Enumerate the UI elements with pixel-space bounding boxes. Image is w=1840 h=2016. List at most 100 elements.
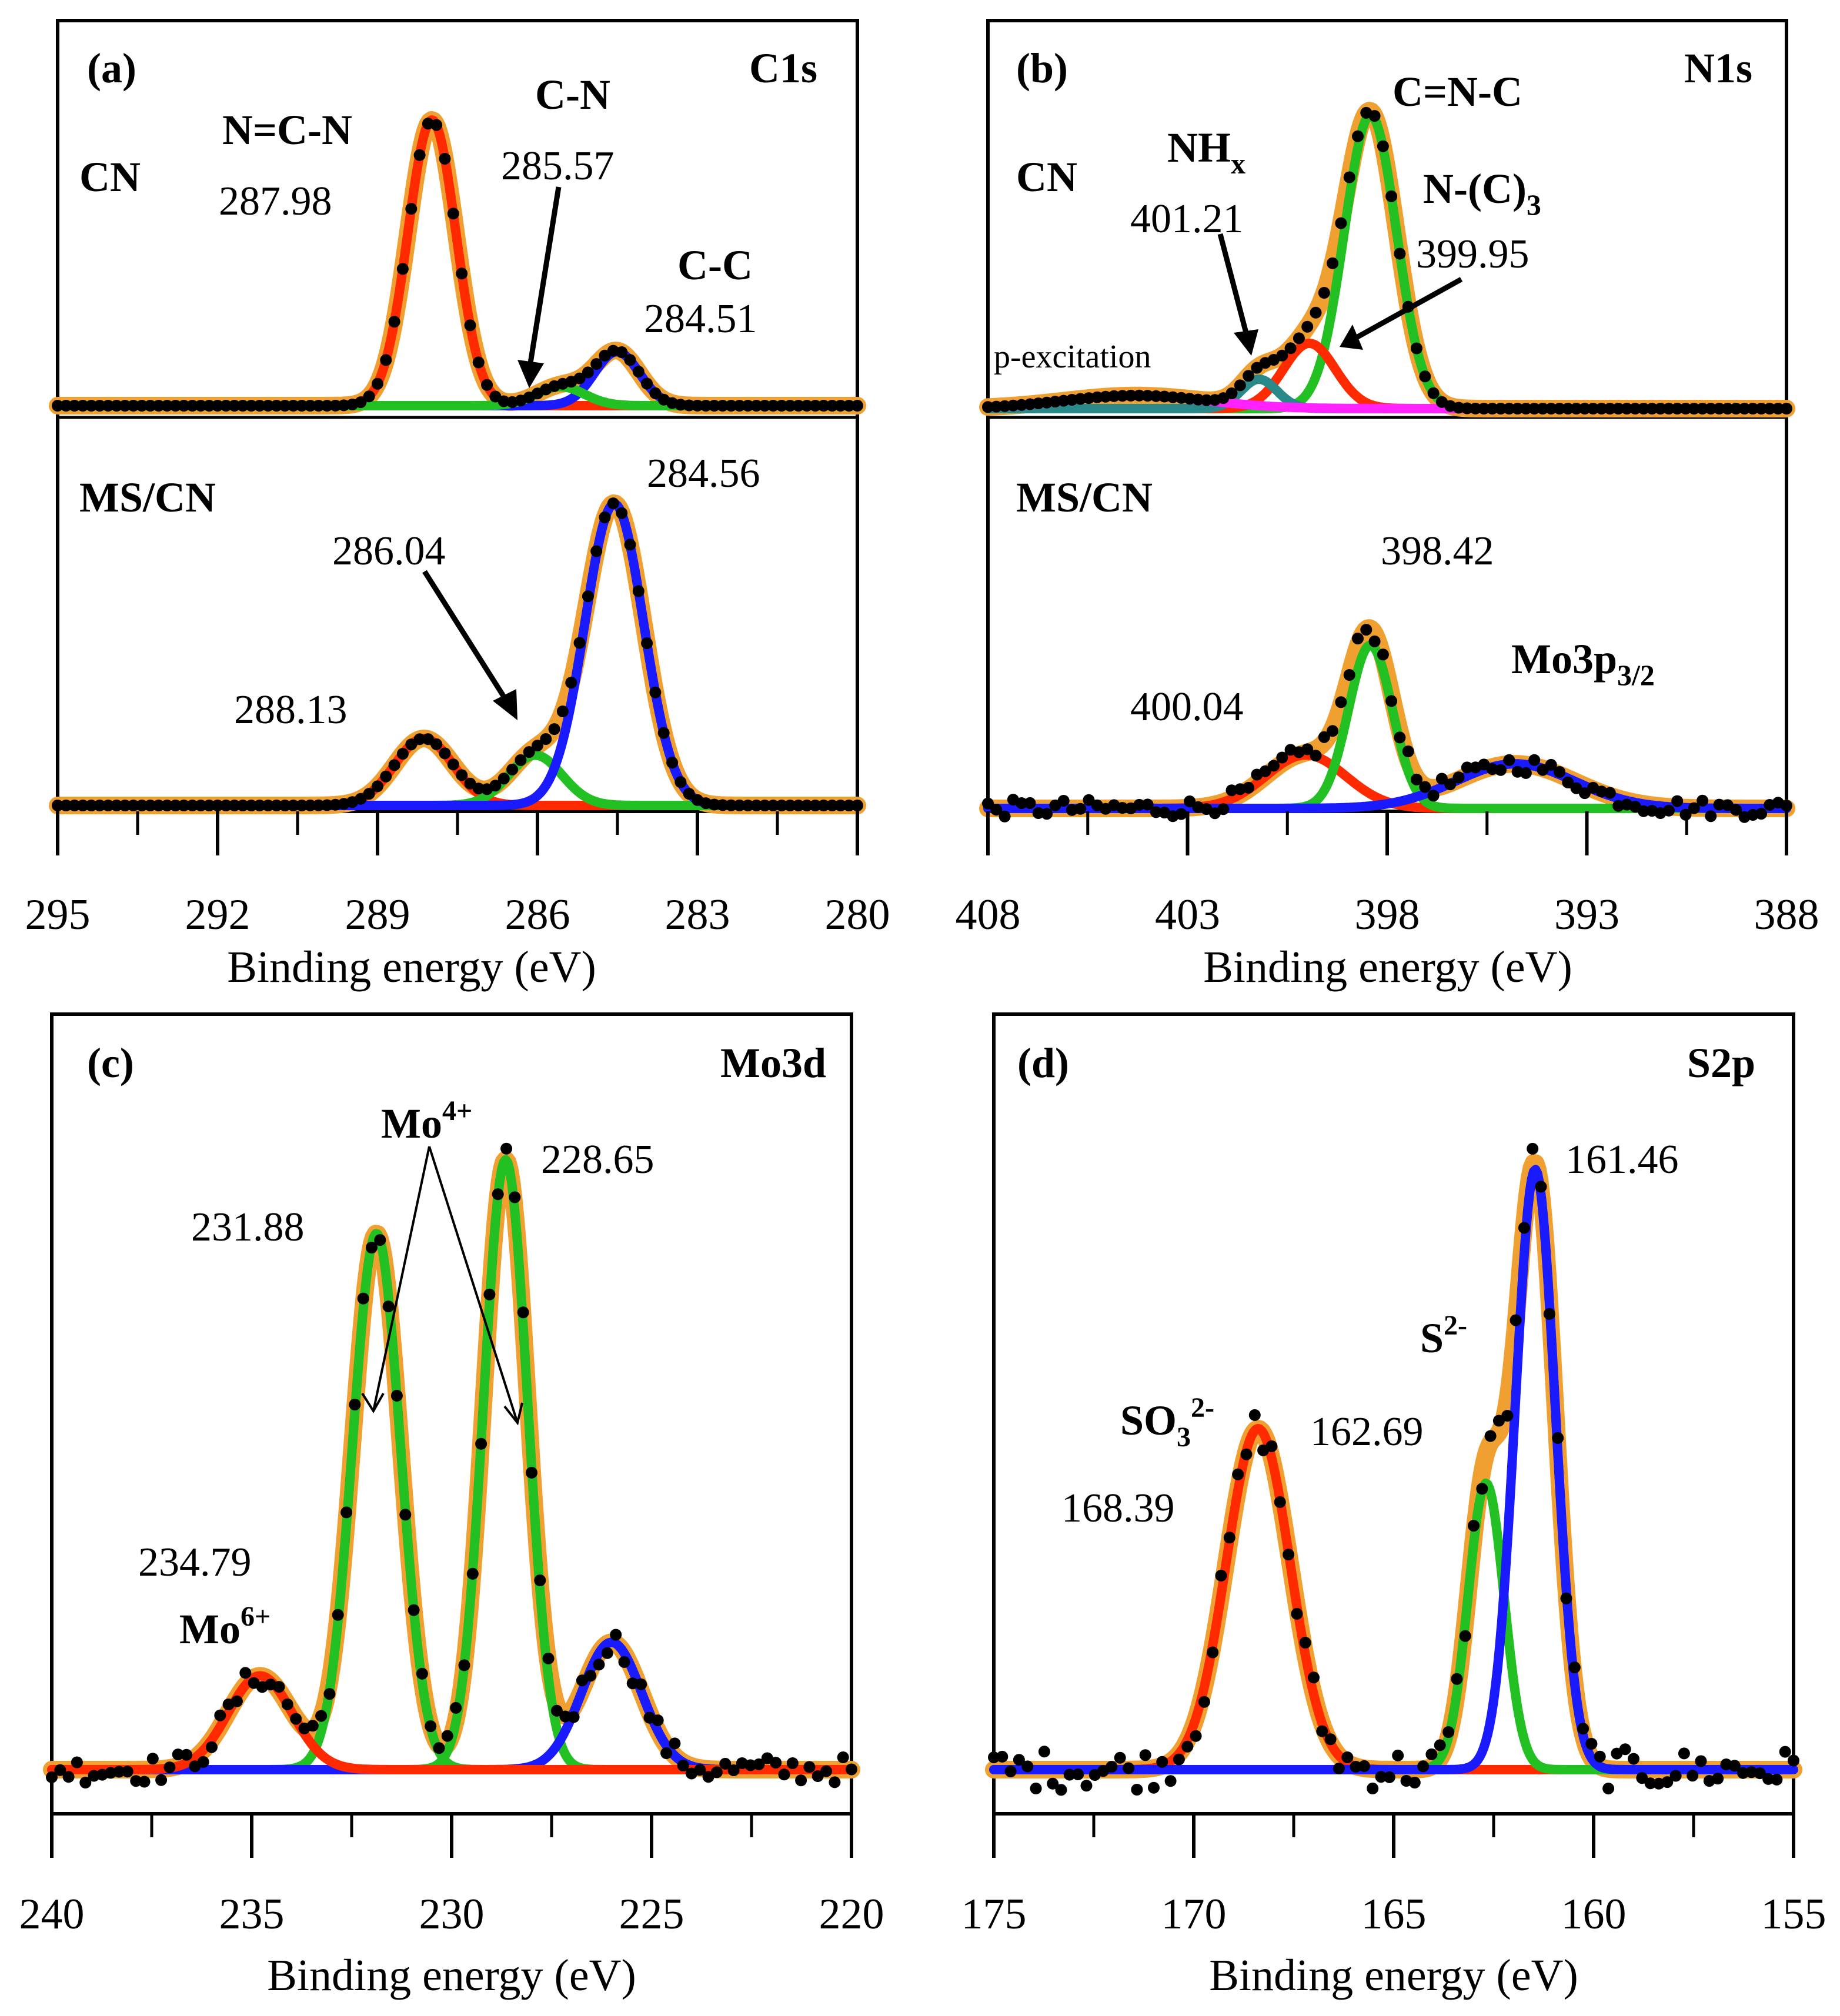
panel-a-x-axis: 295 292 289 286 283 280 <box>25 811 890 939</box>
data-point <box>542 1652 555 1664</box>
data-point <box>85 800 98 811</box>
data-point <box>1468 1520 1480 1532</box>
data-point <box>1520 767 1532 779</box>
data-point <box>982 401 994 413</box>
data-point <box>102 800 114 811</box>
data-point <box>593 1659 605 1671</box>
data-point <box>228 800 241 811</box>
data-point <box>388 759 400 771</box>
data-point <box>548 723 560 735</box>
data-point <box>809 800 822 811</box>
data-point <box>1552 1432 1564 1444</box>
data-point <box>1310 306 1322 319</box>
data-point <box>1535 1181 1547 1193</box>
value-284: 284.56 <box>647 451 760 496</box>
x-tick-label: 165 <box>1361 1890 1427 1938</box>
data-point <box>52 800 64 811</box>
data-point <box>466 1567 479 1580</box>
data-point <box>776 800 788 811</box>
data-point <box>540 733 552 745</box>
data-point <box>1688 403 1700 414</box>
data-point <box>68 400 81 412</box>
data-point <box>1459 1630 1471 1642</box>
value-400: 400.04 <box>1130 684 1244 730</box>
data-point <box>447 208 459 220</box>
data-point <box>708 798 720 811</box>
data-point <box>338 399 350 412</box>
data-point <box>1562 403 1574 414</box>
data-point <box>776 400 788 412</box>
arrow-mo4-left <box>372 1146 430 1412</box>
data-point <box>1207 1646 1219 1659</box>
data-point <box>228 400 241 412</box>
data-point <box>296 400 308 412</box>
data-point <box>1308 1671 1320 1684</box>
data-point <box>1713 403 1725 414</box>
data-point <box>1495 764 1507 776</box>
data-point <box>1243 781 1255 794</box>
data-point <box>1301 320 1314 333</box>
data-point <box>1259 765 1271 777</box>
data-point <box>425 1720 437 1733</box>
data-point <box>1411 773 1422 785</box>
x-tick-label: 225 <box>619 1890 684 1938</box>
data-point <box>1687 1770 1699 1782</box>
data-point <box>1452 771 1465 784</box>
panel-c-xlabel: Binding energy (eV) <box>267 1951 636 2000</box>
data-point <box>1148 1781 1160 1794</box>
data-point <box>197 1756 209 1768</box>
data-point <box>1248 1409 1261 1421</box>
panel-a-mscn-plot <box>49 494 866 814</box>
data-point <box>1619 1743 1631 1756</box>
data-point <box>186 800 199 811</box>
data-point <box>1738 403 1751 414</box>
data-point <box>590 358 603 370</box>
data-point <box>62 1771 75 1783</box>
data-point <box>1419 370 1431 383</box>
data-point <box>279 800 291 811</box>
data-point <box>206 1741 218 1753</box>
data-point <box>742 400 754 412</box>
data-point <box>1755 808 1768 820</box>
data-point <box>692 399 703 412</box>
data-point <box>119 400 131 412</box>
x-tick-label: 283 <box>665 891 730 939</box>
data-point <box>1318 287 1330 299</box>
data-point <box>1141 798 1154 811</box>
data-point <box>1577 1723 1589 1735</box>
data-point <box>127 400 139 412</box>
data-point <box>497 773 510 785</box>
data-point <box>1133 798 1146 811</box>
data-point <box>152 800 165 811</box>
panel-b: 408 403 398 393 388 (b) N1s CN MS/CN C=N-C N… <box>956 19 1819 992</box>
data-point <box>1781 403 1792 414</box>
data-point <box>795 1774 807 1787</box>
data-point <box>279 400 291 412</box>
data-point <box>287 800 299 811</box>
data-point <box>355 396 367 409</box>
data-point <box>826 400 839 412</box>
data-point <box>727 1764 740 1776</box>
data-point <box>1442 1726 1455 1738</box>
component-line-1 <box>983 640 1791 813</box>
data-point <box>1585 1738 1598 1750</box>
data-point <box>79 1777 92 1788</box>
data-point <box>430 119 443 131</box>
data-point <box>1764 403 1776 414</box>
data-point <box>413 149 426 161</box>
data-point <box>1327 257 1339 269</box>
data-point <box>390 1389 403 1402</box>
data-point <box>1116 390 1128 402</box>
data-point <box>834 400 847 412</box>
data-point <box>306 1720 319 1732</box>
arrow-mo4-right <box>428 1146 519 1423</box>
x-tick-label: 170 <box>1161 1890 1227 1938</box>
data-point <box>657 727 670 739</box>
data-point <box>1527 1142 1539 1155</box>
data-point <box>1518 1222 1530 1234</box>
data-point <box>1352 130 1364 142</box>
data-point <box>127 800 139 811</box>
data-point <box>492 1188 504 1201</box>
data-point <box>1478 403 1490 414</box>
data-point <box>632 585 644 597</box>
